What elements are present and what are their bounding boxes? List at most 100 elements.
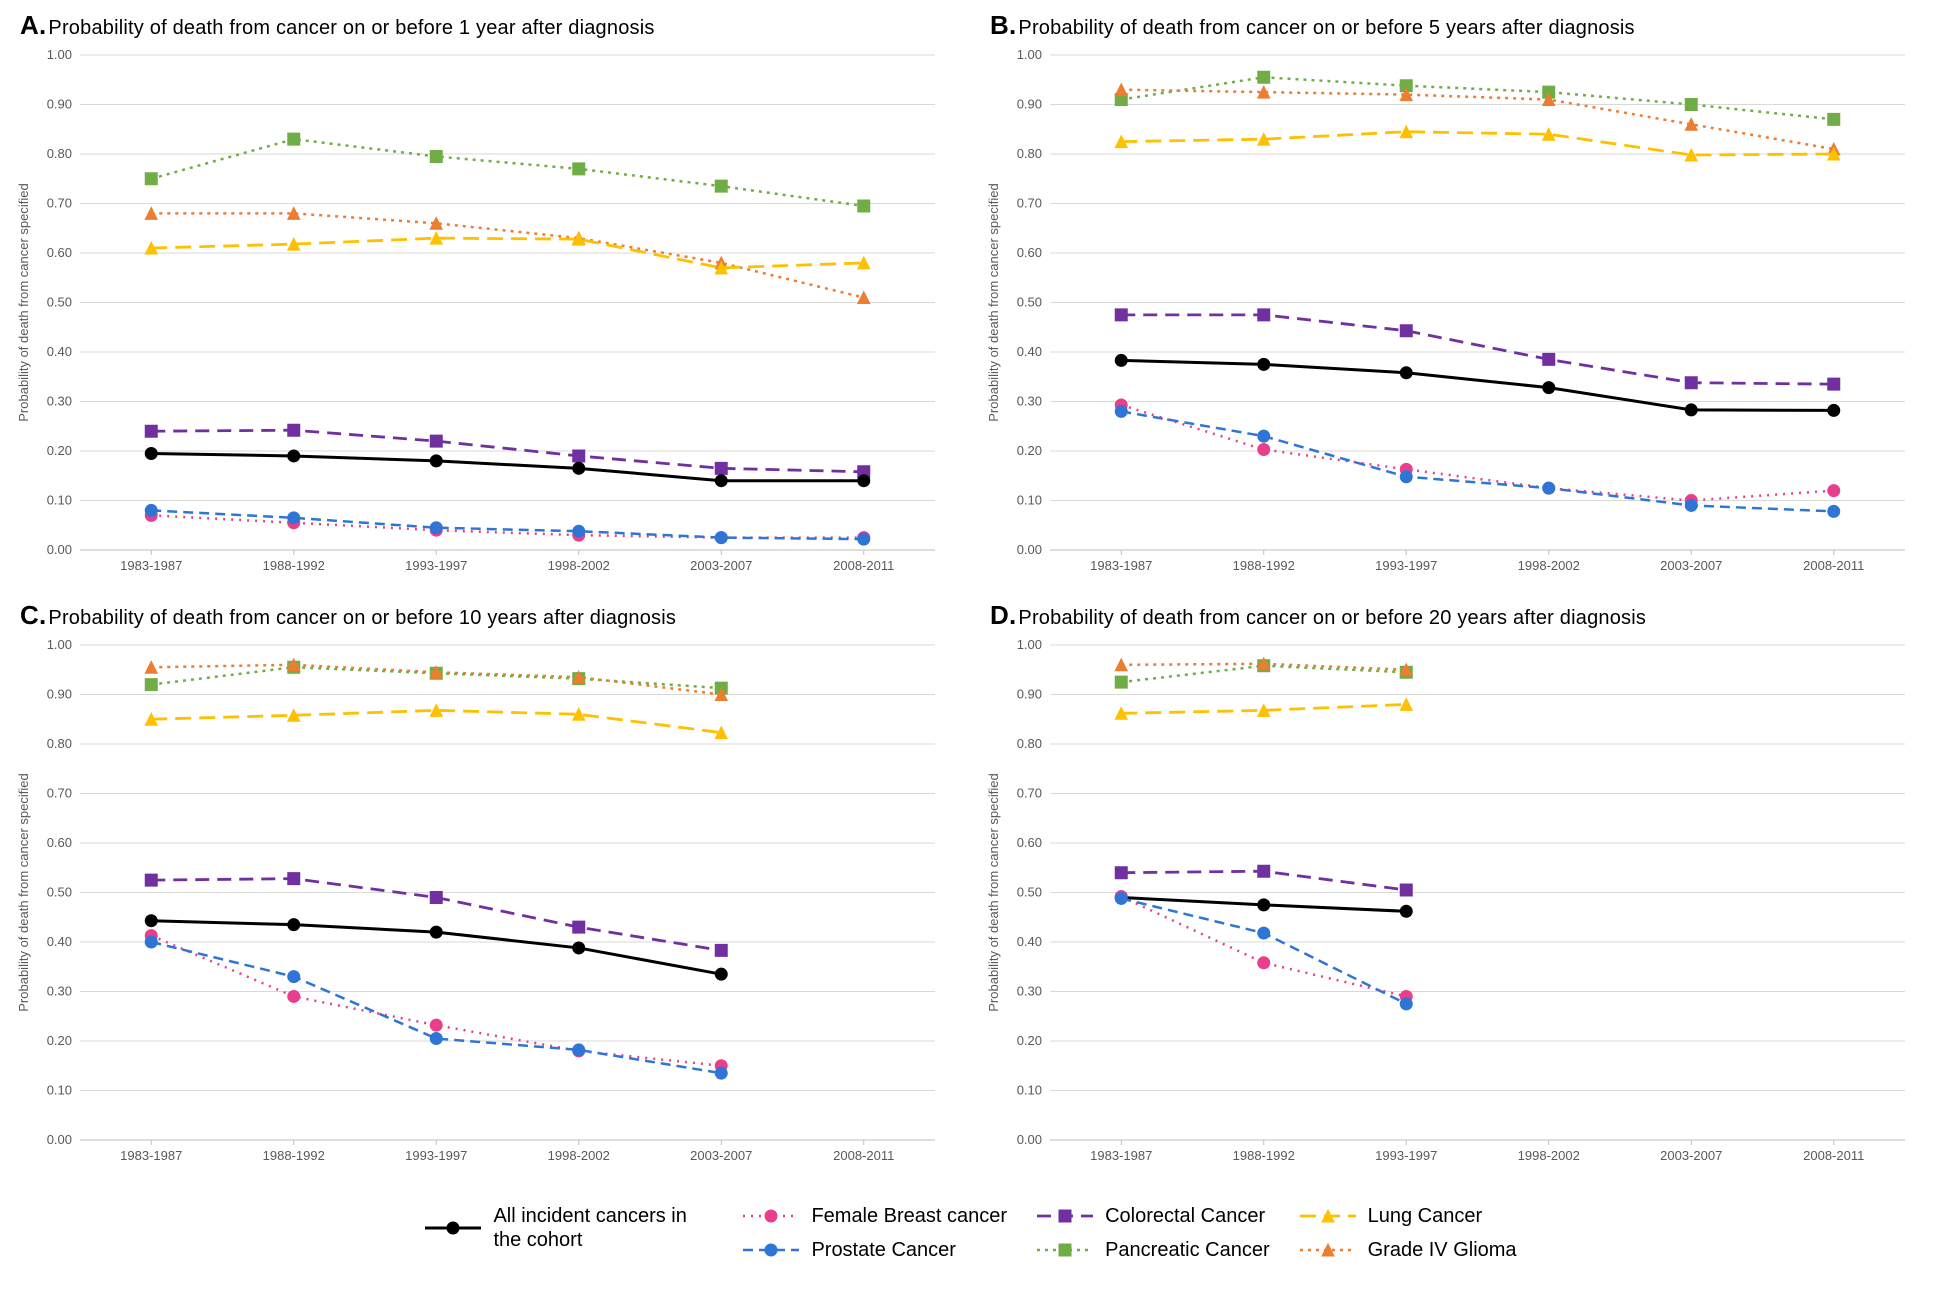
svg-text:2003-2007: 2003-2007 xyxy=(1660,558,1722,573)
svg-text:0.70: 0.70 xyxy=(47,786,72,801)
marker-pancreatic xyxy=(715,180,727,192)
marker-colorectal xyxy=(715,462,727,474)
chart-D: 0.000.100.200.300.400.500.600.700.800.90… xyxy=(980,635,1920,1180)
svg-text:0.30: 0.30 xyxy=(47,984,72,999)
marker-all xyxy=(1115,354,1127,366)
marker-pancreatic xyxy=(1828,113,1840,125)
series-prostate xyxy=(1121,898,1406,1003)
marker-colorectal xyxy=(145,874,157,886)
marker-all xyxy=(1685,404,1697,416)
series-glioma xyxy=(151,213,864,297)
svg-text:2008-2011: 2008-2011 xyxy=(833,1148,894,1163)
marker-prostate xyxy=(288,512,300,524)
marker-prostate xyxy=(1258,927,1270,939)
svg-text:1993-1997: 1993-1997 xyxy=(405,558,467,573)
marker-prostate xyxy=(715,532,727,544)
marker-glioma xyxy=(858,292,870,304)
svg-text:1993-1997: 1993-1997 xyxy=(1375,558,1437,573)
marker-pancreatic xyxy=(1685,99,1697,111)
svg-text:1988-1992: 1988-1992 xyxy=(1233,1148,1295,1163)
svg-text:2003-2007: 2003-2007 xyxy=(1660,1148,1722,1163)
series-lung xyxy=(1121,132,1834,155)
svg-text:0.20: 0.20 xyxy=(47,443,72,458)
legend-label-colorectal: Colorectal Cancer xyxy=(1105,1205,1265,1228)
marker-breast xyxy=(1828,485,1840,497)
series-all xyxy=(1121,360,1834,410)
marker-colorectal xyxy=(430,891,442,903)
marker-pancreatic xyxy=(858,200,870,212)
marker-pancreatic xyxy=(573,163,585,175)
svg-text:0.00: 0.00 xyxy=(1017,542,1042,557)
marker-colorectal xyxy=(430,435,442,447)
svg-text:Probability of death from canc: Probability of death from cancer specifi… xyxy=(986,183,1001,421)
svg-text:1988-1992: 1988-1992 xyxy=(263,1148,325,1163)
svg-text:1.00: 1.00 xyxy=(47,47,72,62)
marker-prostate xyxy=(1115,405,1127,417)
marker-colorectal xyxy=(1258,865,1270,877)
legend-label-all: All incident cancers in the cohort xyxy=(493,1204,713,1252)
svg-text:1998-2002: 1998-2002 xyxy=(548,558,610,573)
svg-text:1998-2002: 1998-2002 xyxy=(1518,558,1580,573)
marker-pancreatic xyxy=(1115,676,1127,688)
svg-text:0.80: 0.80 xyxy=(47,146,72,161)
marker-prostate xyxy=(430,1033,442,1045)
chart-C: 0.000.100.200.300.400.500.600.700.800.90… xyxy=(10,635,950,1180)
svg-text:1993-1997: 1993-1997 xyxy=(1375,1148,1437,1163)
marker-all xyxy=(715,475,727,487)
svg-text:1.00: 1.00 xyxy=(1017,637,1042,652)
svg-text:0.40: 0.40 xyxy=(47,934,72,949)
series-prostate xyxy=(151,510,864,539)
panel-A: A.Probability of death from cancer on or… xyxy=(10,10,960,590)
legend: All incident cancers in the cohortFemale… xyxy=(10,1190,1930,1266)
svg-text:0.20: 0.20 xyxy=(47,1033,72,1048)
svg-text:Probability of death from canc: Probability of death from cancer specifi… xyxy=(986,773,1001,1011)
marker-all xyxy=(145,447,157,459)
svg-text:1983-1987: 1983-1987 xyxy=(120,1148,182,1163)
marker-breast xyxy=(288,990,300,1002)
marker-all xyxy=(573,942,585,954)
svg-text:0.30: 0.30 xyxy=(1017,984,1042,999)
panel-C: C.Probability of death from cancer on or… xyxy=(10,600,960,1180)
svg-text:0.40: 0.40 xyxy=(1017,344,1042,359)
svg-text:0.40: 0.40 xyxy=(1017,934,1042,949)
marker-pancreatic xyxy=(430,150,442,162)
marker-all xyxy=(288,919,300,931)
marker-pancreatic xyxy=(145,173,157,185)
marker-prostate xyxy=(1115,892,1127,904)
svg-text:1993-1997: 1993-1997 xyxy=(405,1148,467,1163)
legend-item-pancreatic: Pancreatic Cancer xyxy=(1035,1238,1270,1262)
svg-text:1988-1992: 1988-1992 xyxy=(1233,558,1295,573)
legend-item-colorectal: Colorectal Cancer xyxy=(1035,1204,1270,1228)
svg-text:0.00: 0.00 xyxy=(47,1132,72,1147)
marker-all xyxy=(288,450,300,462)
marker-all xyxy=(1400,905,1412,917)
marker-prostate xyxy=(573,1044,585,1056)
series-breast xyxy=(151,936,721,1066)
series-breast xyxy=(1121,405,1834,501)
marker-all xyxy=(715,968,727,980)
marker-prostate xyxy=(145,504,157,516)
series-prostate xyxy=(151,942,721,1073)
marker-prostate xyxy=(1258,430,1270,442)
legend-item-lung: Lung Cancer xyxy=(1298,1204,1517,1228)
legend-label-pancreatic: Pancreatic Cancer xyxy=(1105,1239,1270,1262)
svg-text:0.10: 0.10 xyxy=(1017,493,1042,508)
marker-prostate xyxy=(1400,998,1412,1010)
svg-text:0.60: 0.60 xyxy=(1017,245,1042,260)
legend-item-prostate: Prostate Cancer xyxy=(741,1238,1007,1262)
svg-text:0.50: 0.50 xyxy=(1017,295,1042,310)
svg-text:0.90: 0.90 xyxy=(1017,687,1042,702)
svg-text:1983-1987: 1983-1987 xyxy=(1090,1148,1152,1163)
svg-text:0.00: 0.00 xyxy=(1017,1132,1042,1147)
svg-text:1983-1987: 1983-1987 xyxy=(1090,558,1152,573)
marker-colorectal xyxy=(1258,309,1270,321)
series-prostate xyxy=(1121,411,1834,511)
svg-text:0.20: 0.20 xyxy=(1017,1033,1042,1048)
svg-text:0.60: 0.60 xyxy=(47,245,72,260)
panel-B: B.Probability of death from cancer on or… xyxy=(980,10,1930,590)
marker-prostate xyxy=(430,522,442,534)
marker-lung xyxy=(1400,698,1412,710)
series-breast xyxy=(151,515,864,537)
series-pancreatic xyxy=(151,139,864,206)
legend-item-glioma: Grade IV Glioma xyxy=(1298,1238,1517,1262)
